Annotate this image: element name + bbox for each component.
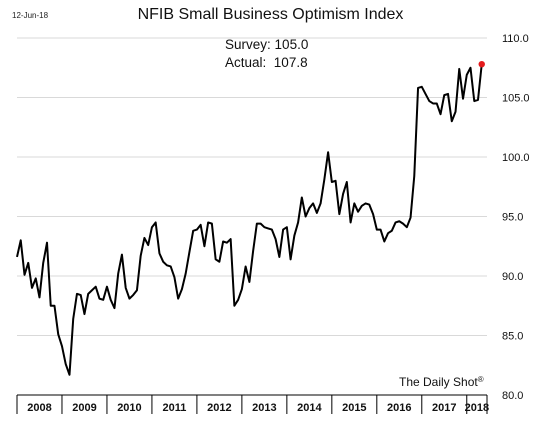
y-tick-label: 80.0 [502, 390, 523, 402]
x-tick-label: 2018 [465, 402, 489, 414]
gridlines [17, 37, 487, 336]
chart-title: NFIB Small Business Optimism Index [137, 6, 404, 23]
x-tick-label: 2015 [342, 402, 366, 414]
series-group [16, 60, 485, 376]
y-tick-label: 110.0 [502, 33, 529, 45]
survey-value: 105.0 [274, 37, 309, 52]
x-tick-label: 2017 [432, 402, 456, 414]
x-tick-label: 2009 [72, 402, 96, 414]
last-data-point [478, 60, 485, 68]
actual-label: Actual: [225, 55, 267, 70]
registered-mark: ® [477, 375, 484, 384]
actual-value: 107.8 [273, 55, 308, 70]
x-tick-label: 2016 [387, 402, 411, 414]
y-tick-label: 95.0 [502, 212, 523, 224]
y-tick-label: 90.0 [502, 271, 523, 283]
x-tick-label: 2013 [252, 402, 276, 414]
y-tick-label: 105.0 [502, 93, 530, 105]
x-tick-label: 2014 [297, 402, 322, 414]
x-tick-label: 2011 [162, 402, 186, 414]
survey-annotation: Survey: 105.0 [225, 37, 308, 52]
y-axis: 80.0 85.0 90.0 95.0 100.0 105.0 110.0 [502, 33, 530, 402]
x-axis: 2008 2009 2010 2011 2012 2013 2014 2015 2016 2017… [16, 394, 489, 414]
source-name: The Daily Shot [399, 375, 478, 389]
actual-annotation: Actual: 107.8 [225, 55, 308, 70]
x-tick-label: 2010 [117, 402, 141, 414]
source-credit: The Daily Shot® [399, 375, 484, 389]
survey-label: Survey: [225, 37, 271, 52]
y-tick-label: 100.0 [502, 152, 530, 164]
date-stamp: 12-Jun-18 [12, 11, 49, 20]
series-line [16, 64, 483, 376]
x-tick-label: 2012 [207, 402, 231, 414]
x-tick-label: 2008 [27, 402, 51, 414]
y-tick-label: 85.0 [502, 331, 523, 343]
